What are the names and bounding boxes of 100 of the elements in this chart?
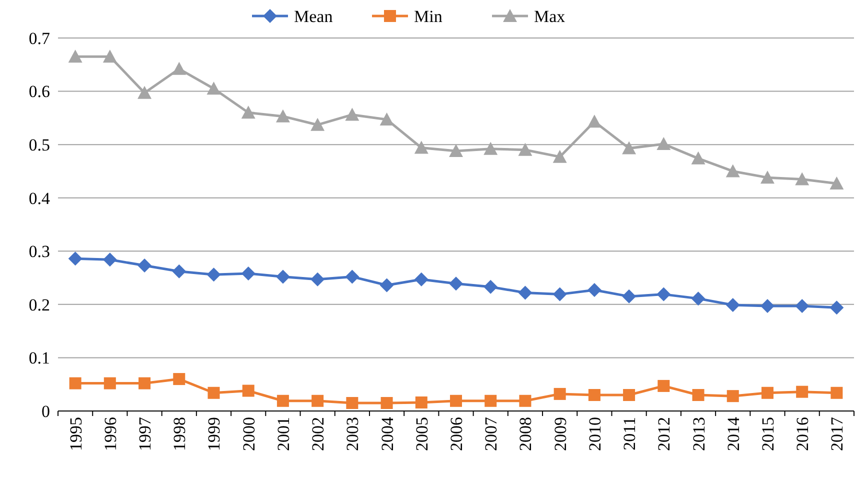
x-tick-label: 2007: [482, 416, 501, 451]
point: [172, 264, 186, 278]
x-tick-label: 2001: [274, 417, 293, 451]
point: [102, 252, 117, 267]
x-tick-label: 1995: [66, 417, 86, 451]
x-tick-label: 2006: [447, 417, 466, 451]
x-tick-label: 2004: [378, 416, 397, 451]
x-tick-label: 2011: [620, 417, 640, 450]
point: [484, 142, 498, 155]
point: [276, 270, 290, 284]
point: [622, 141, 636, 154]
point: [726, 298, 740, 312]
point: [104, 377, 116, 390]
point: [310, 272, 325, 286]
y-tick-label: 0.5: [28, 136, 50, 155]
point: [622, 289, 636, 304]
y-tick-label: 0.7: [28, 28, 50, 48]
point: [656, 287, 671, 302]
x-tick-label: 2016: [793, 417, 812, 451]
x-tick-label: 2012: [654, 417, 674, 451]
point: [138, 377, 151, 390]
point: [587, 114, 602, 128]
x-tick-label: 1996: [100, 417, 120, 451]
point: [241, 266, 256, 281]
point: [346, 397, 358, 410]
point: [587, 283, 602, 298]
point: [552, 150, 567, 163]
point: [206, 82, 221, 95]
point: [726, 390, 739, 402]
point: [519, 394, 532, 407]
x-tick-label: 2015: [758, 417, 778, 451]
point: [208, 386, 220, 399]
x-tick-label: 2008: [516, 417, 536, 451]
point: [173, 373, 186, 386]
point: [414, 140, 428, 154]
point: [692, 389, 704, 402]
x-tick-label: 2017: [828, 416, 847, 451]
point: [345, 270, 360, 284]
legend-label: Min: [414, 6, 443, 26]
x-tick-label: 2005: [412, 417, 432, 451]
point: [276, 394, 289, 407]
point: [796, 386, 808, 398]
point: [276, 109, 290, 122]
legend-label: Max: [534, 6, 566, 26]
point: [310, 118, 325, 131]
x-tick-label: 1998: [170, 417, 190, 451]
point: [554, 388, 566, 400]
point: [484, 280, 498, 294]
point: [68, 50, 82, 63]
point: [658, 380, 670, 392]
point: [795, 299, 810, 314]
point: [380, 278, 394, 292]
point: [552, 287, 567, 302]
x-tick-label: 1999: [204, 417, 224, 451]
point: [206, 268, 221, 282]
legend-label: Mean: [294, 6, 334, 26]
point: [68, 252, 82, 266]
point: [102, 50, 117, 63]
point: [414, 272, 428, 286]
y-tick-label: 0.4: [28, 188, 50, 208]
point: [241, 106, 256, 119]
point: [656, 137, 671, 150]
point: [345, 108, 360, 121]
y-tick-label: 0: [42, 402, 50, 421]
point: [380, 112, 394, 126]
y-tick-label: 0.6: [28, 82, 50, 102]
point: [761, 386, 774, 399]
point: [449, 276, 463, 291]
point: [518, 142, 532, 156]
point: [172, 62, 186, 75]
x-tick-label: 2002: [308, 417, 328, 451]
x-tick-label: 2009: [550, 417, 570, 451]
point: [138, 258, 152, 273]
x-tick-label: 1997: [136, 416, 155, 451]
x-tick-label: 2013: [689, 417, 708, 451]
point: [691, 292, 706, 306]
point: [623, 389, 636, 402]
point: [830, 300, 844, 315]
point: [830, 176, 844, 190]
x-tick-label: 2003: [343, 417, 362, 451]
point: [484, 394, 497, 407]
point: [380, 397, 393, 410]
point: [312, 394, 324, 407]
point: [795, 172, 810, 186]
point: [830, 386, 843, 399]
x-tick-label: 2000: [239, 417, 258, 451]
x-tick-label: 2010: [585, 417, 604, 451]
point: [726, 164, 740, 178]
point: [760, 299, 774, 314]
point: [69, 377, 82, 390]
point: [449, 144, 463, 157]
x-tick-label: 2014: [724, 416, 743, 451]
point: [450, 394, 462, 407]
point: [760, 170, 774, 184]
y-tick-label: 0.1: [28, 348, 50, 368]
point: [415, 396, 428, 408]
point: [138, 86, 152, 99]
y-tick-label: 0.3: [28, 242, 50, 262]
point: [518, 286, 532, 300]
point: [242, 384, 254, 397]
